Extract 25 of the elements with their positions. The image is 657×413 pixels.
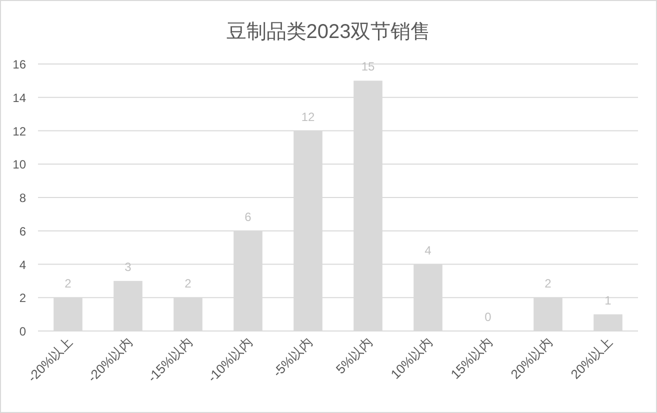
data-label: 2 [544,276,552,291]
y-tick-label: 4 [19,258,26,272]
data-label: 0 [484,310,492,324]
y-tick-label: 12 [12,124,26,138]
data-label: 2 [184,276,192,291]
data-label: 4 [424,243,432,258]
x-tick-label: 10%以内 [388,334,436,382]
y-tick-label: 2 [19,291,26,306]
x-tick-label: 5%以内 [332,334,376,377]
data-label: 1 [604,293,612,308]
y-tick-label: 10 [12,158,26,172]
y-tick-label: 16 [12,58,26,72]
x-tick-label: 15%以内 [448,334,496,382]
bar [594,314,622,331]
data-label: 3 [124,260,132,274]
data-label: 12 [301,110,315,124]
data-label: 2 [64,276,72,291]
y-tick-label: 8 [19,191,26,205]
x-tick-label: -5%以内 [270,334,316,380]
data-label: 15 [361,60,375,74]
y-tick-label: 6 [19,224,26,238]
chart-title: 豆制品类2023双节销售 [226,21,431,43]
y-tick-label: 0 [19,324,26,338]
data-label: 6 [244,210,252,224]
y-tick-label: 14 [12,90,26,105]
